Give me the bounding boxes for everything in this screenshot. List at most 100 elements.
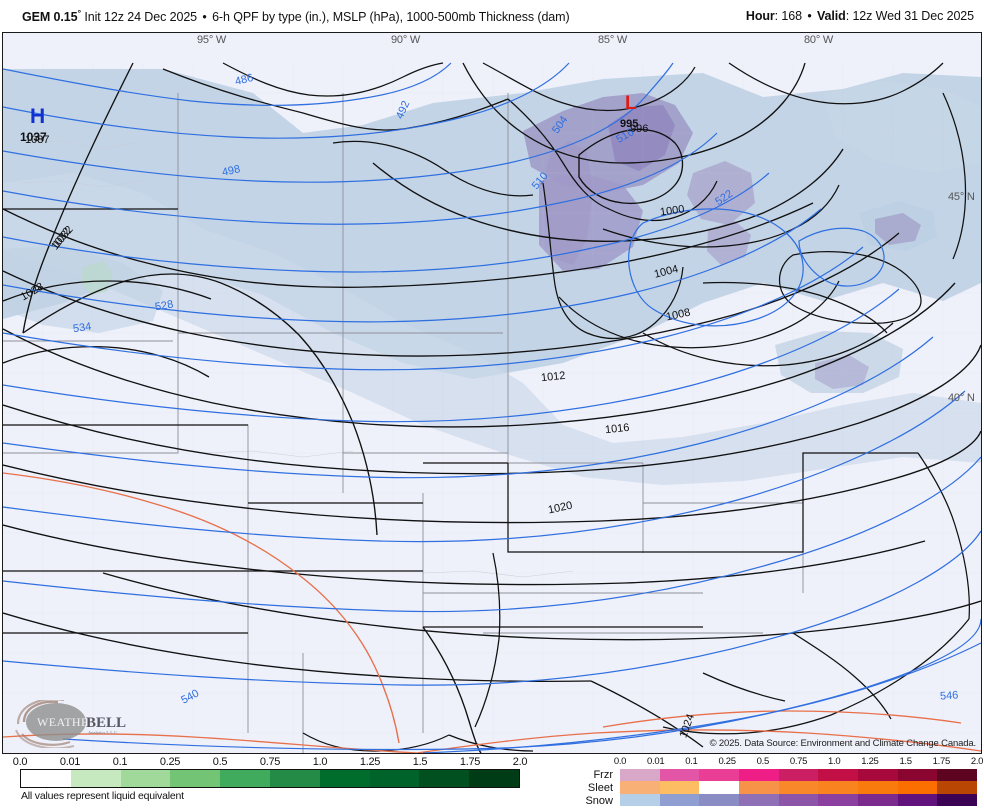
ptype-tick-2: 0.1 — [685, 756, 698, 767]
low-pressure-symbol: L — [625, 93, 637, 114]
legend-area: 0.0 0.01 0.1 0.25 0.5 0.75 1.0 1.25 1.5 1.75 2.0 A… — [0, 755, 984, 808]
ptype-tick-8: 1.5 — [899, 756, 912, 767]
copyright-text: © 2025. Data Source: Environment and Cli… — [709, 738, 977, 749]
ptype-tick-labels: 0.0 0.01 0.1 0.25 0.5 0.75 1.0 1.25 1.5 1.75 2.0 — [565, 756, 984, 770]
qpf-tick-4: 0.5 — [212, 756, 228, 768]
header-right-text: Hour: 168 • Valid: 12z Wed 31 Dec 2025 — [745, 9, 974, 23]
qpf-tick-6: 1.0 — [312, 756, 328, 768]
ptype-sleet-swatch-2 — [699, 781, 739, 793]
ptype-frzr-swatch-6 — [858, 769, 898, 782]
mslp-label-996-4: 996 — [630, 123, 649, 135]
warm-contours — [3, 472, 981, 753]
hour-value: 168 — [781, 9, 802, 23]
mslp-label-1012-8: 1012 — [540, 369, 567, 385]
ptype-snow-swatch-1 — [659, 793, 700, 806]
mslp-contours — [3, 62, 981, 753]
qpf-tick-7: 1.25 — [359, 756, 381, 768]
ptype-sleet-swatch-5 — [818, 781, 859, 794]
qpf-swatch-1 — [70, 770, 121, 787]
thickness-label-546-10: 546 — [939, 689, 959, 703]
ptype-snow-swatch-3 — [739, 793, 779, 806]
header-bar: GEM 0.15° Init 12z 24 Dec 2025 • 6-h QPF… — [0, 0, 984, 32]
precip-shading — [3, 69, 981, 485]
qpf-tick-2: 0.1 — [112, 756, 128, 768]
political-coastlines — [3, 62, 970, 752]
grid-label-0: 95° W — [197, 34, 227, 46]
grid-label-2: 85° W — [598, 34, 628, 46]
ptype-tick-5: 0.75 — [789, 756, 808, 767]
fields-text: 6-h QPF by type (in.), MSLP (hPa), 1000-… — [212, 10, 570, 25]
watermark-sub: Analytics L.L.C. — [88, 730, 118, 735]
watermark-brand-small: WEATHER — [37, 715, 97, 729]
ptype-tick-6: 1.0 — [828, 756, 841, 767]
qpf-tick-10: 2.0 — [512, 756, 528, 768]
ptype-frzr-swatch-5 — [818, 769, 859, 782]
qpf-tick-9: 1.75 — [459, 756, 481, 768]
qpf-swatch-6 — [319, 770, 370, 787]
qpf-note: All values represent liquid equivalent — [21, 790, 184, 802]
qpf-tick-8: 1.5 — [412, 756, 428, 768]
grid-label-3: 80° W — [804, 34, 834, 46]
degree-symbol: ° — [77, 7, 81, 18]
ptype-label-frzr: Frzr — [593, 769, 613, 781]
grid-label-1: 90° W — [391, 34, 421, 46]
hour-label: Hour — [745, 9, 775, 23]
ptype-label-sleet: Sleet — [587, 782, 613, 794]
ptype-sleet-swatch-6 — [858, 781, 898, 794]
ptype-snow-swatch-8 — [937, 793, 978, 806]
ptype-snow-swatch-6 — [858, 793, 898, 806]
ptype-sleet-swatch-3 — [739, 781, 779, 794]
qpf-swatch-9 — [469, 770, 519, 787]
separator-1: • — [202, 10, 207, 25]
ptype-row-sleet — [620, 781, 978, 794]
init-text: Init 12z 24 Dec 2025 — [84, 10, 198, 25]
grid-label-5: 40° N — [948, 392, 975, 404]
valid-value: 12z Wed 31 Dec 2025 — [852, 9, 974, 23]
ptype-sleet-swatch-0 — [620, 781, 660, 794]
qpf-swatch-0 — [21, 770, 71, 787]
ptype-tick-0: 0.0 — [613, 756, 627, 767]
qpf-tick-labels: 0.0 0.01 0.1 0.25 0.5 0.75 1.0 1.25 1.5 1.75 2.0 — [12, 756, 528, 770]
ptype-tick-4: 0.5 — [756, 756, 770, 767]
separator-2: • — [807, 9, 812, 23]
qpf-swatch-7 — [369, 770, 420, 787]
qpf-tick-3: 0.25 — [159, 756, 181, 768]
ptype-tick-3: 0.25 — [718, 756, 736, 767]
qpf-tick-1: 0.01 — [59, 756, 81, 768]
thickness-label-534-8: 534 — [72, 320, 93, 336]
ptype-row-labels: Frzr Sleet Snow — [548, 769, 613, 807]
map-canvas[interactable]: 95° W 90° W 85° W 80° W 45° N 40° N 1037 1032 10… — [2, 32, 982, 754]
ptype-sleet-swatch-1 — [659, 781, 700, 794]
qpf-swatch-5 — [269, 770, 320, 787]
qpf-swatch-4 — [220, 770, 270, 787]
ptype-sleet-swatch-7 — [897, 781, 938, 794]
ptype-label-snow: Snow — [585, 795, 613, 807]
ptype-tick-10: 2.0 — [970, 756, 984, 767]
ptype-snow-swatch-5 — [818, 793, 859, 806]
ptype-colorbars[interactable] — [620, 769, 978, 806]
ptype-snow-swatch-4 — [778, 793, 819, 806]
header-left-text: GEM 0.15° Init 12z 24 Dec 2025 • 6-h QPF… — [22, 8, 570, 24]
watermark-brand-bold: BELL — [86, 715, 126, 731]
weatherbell-logo: WEATHER BELL Analytics L.L.C. — [15, 700, 126, 748]
high-pressure-symbol: H — [30, 105, 46, 128]
qpf-swatch-3 — [170, 770, 221, 787]
ptype-frzr-swatch-4 — [778, 769, 819, 782]
ptype-tick-1: 0.01 — [647, 756, 665, 767]
mslp-label-1016-9: 1016 — [604, 421, 631, 437]
model-name: GEM 0.15 — [22, 10, 78, 25]
ptype-row-frzr — [620, 769, 978, 782]
ptype-frzr-swatch-3 — [739, 769, 779, 782]
low-pressure-value: 995 — [620, 118, 639, 130]
valid-label: Valid — [817, 9, 846, 23]
qpf-tick-5: 0.75 — [259, 756, 281, 768]
ptype-snow-swatch-2 — [699, 793, 740, 806]
qpf-swatch-2 — [120, 770, 171, 787]
map-graphics — [3, 33, 981, 753]
ptype-frzr-swatch-8 — [937, 769, 978, 782]
qpf-colorbar[interactable] — [20, 769, 520, 788]
ptype-snow-swatch-7 — [897, 793, 938, 806]
qpf-tick-0: 0.0 — [12, 756, 28, 768]
mslp-label-1037-0: 1037 — [25, 134, 50, 146]
